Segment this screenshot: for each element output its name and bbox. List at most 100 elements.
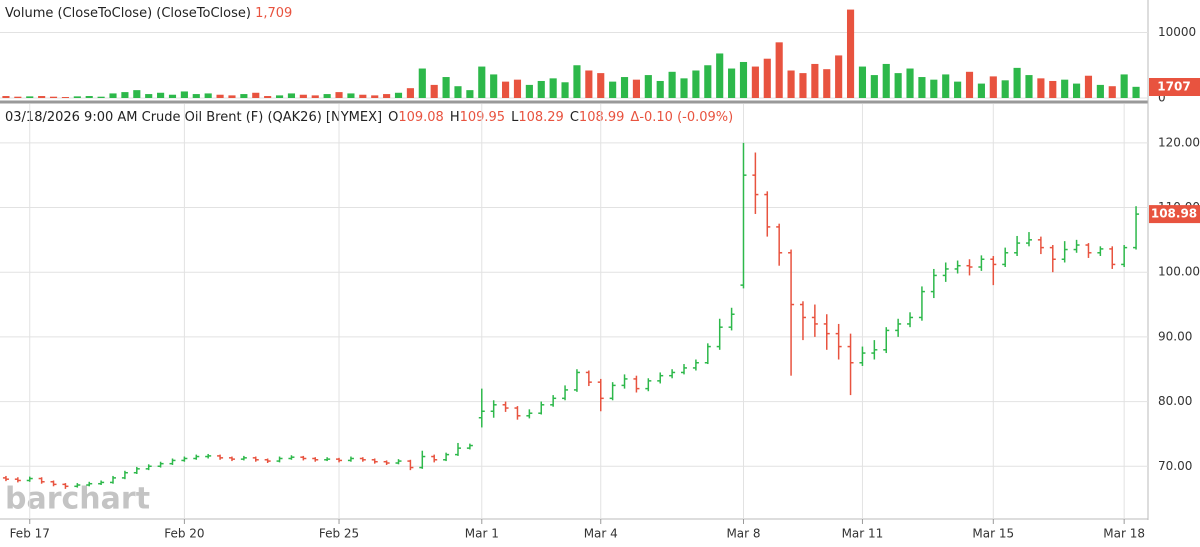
quote-line: 03/18/2026 9:00 AM Crude Oil Brent (F) (… [5, 110, 733, 125]
x-tick-label: Mar 11 [842, 527, 884, 541]
volume-bar [61, 97, 69, 98]
field-key: L [511, 110, 519, 125]
volume-bar [371, 95, 379, 98]
x-tick-label: Mar 18 [1103, 527, 1145, 541]
volume-bar [14, 96, 22, 98]
volume-bar [252, 92, 260, 98]
volume-bar [264, 96, 272, 98]
volume-bar [347, 93, 355, 98]
volume-bar [323, 94, 331, 98]
field-key: H [450, 110, 460, 125]
volume-bar [275, 95, 284, 98]
field-value: 108.29 [518, 110, 564, 125]
volume-name: Volume (CloseToClose) (CloseToClose) [5, 6, 251, 21]
x-tick-label: Mar 4 [584, 527, 618, 541]
volume-bar [26, 96, 34, 98]
volume-bar [168, 94, 177, 98]
volume-bar [1084, 75, 1093, 98]
volume-bar [894, 73, 902, 98]
volume-bar [145, 94, 153, 98]
volume-last-badge: 1707 [1157, 80, 1190, 94]
volume-bar [85, 96, 93, 98]
volume-bar [335, 92, 343, 98]
x-tick-label: Feb 17 [10, 527, 50, 541]
volume-bar [1108, 86, 1116, 98]
volume-bar [1061, 79, 1069, 98]
volume-bar [561, 82, 569, 98]
volume-bar [846, 9, 855, 99]
volume-bar [656, 80, 664, 98]
volume-bar [406, 88, 414, 98]
volume-bar [728, 68, 736, 98]
volume-title: Volume (CloseToClose) (CloseToClose) 1,7… [5, 6, 292, 21]
volume-bar [1132, 86, 1140, 98]
volume-bar [109, 93, 117, 98]
y-tick-label: 70.00 [1158, 459, 1192, 473]
volume-bar [1073, 83, 1081, 98]
volume-bar [2, 96, 10, 98]
volume-bar [73, 96, 81, 98]
volume-bar [739, 61, 748, 98]
volume-bar [383, 94, 391, 98]
x-tick-label: Feb 20 [164, 527, 204, 541]
field-value: 109.95 [460, 110, 506, 125]
volume-bar [1037, 78, 1045, 98]
volume-bar [192, 94, 200, 98]
volume-bar [478, 66, 486, 98]
volume-bar [418, 68, 426, 98]
x-tick-label: Mar 15 [972, 527, 1014, 541]
volume-bar [97, 96, 105, 98]
volume-bar [775, 42, 783, 98]
change: Δ-0.10 (-0.09%) [630, 110, 733, 125]
volume-bar [692, 70, 700, 98]
volume-bar [585, 70, 593, 98]
volume-bar [799, 73, 807, 98]
volume-bar [1049, 80, 1057, 98]
volume-bar [620, 77, 629, 98]
volume-bar [763, 58, 771, 98]
volume-bar [680, 78, 688, 98]
volume-bar [787, 70, 795, 98]
volume-bar [466, 90, 474, 98]
volume-bar [537, 80, 545, 98]
volume-bar [525, 84, 533, 98]
volume-bar [513, 79, 522, 98]
price-last-badge: 108.98 [1151, 207, 1197, 221]
field-key: O [388, 110, 398, 125]
volume-bar [287, 93, 296, 98]
volume-bar [597, 73, 605, 98]
field-value: 109.08 [398, 110, 444, 125]
volume-bar [442, 77, 450, 98]
volume-bar [311, 95, 319, 98]
volume-bar [751, 66, 759, 98]
volume-bar [573, 65, 581, 98]
volume-last: 1,709 [255, 6, 292, 21]
x-tick-label: Mar 8 [726, 527, 760, 541]
volume-bar [644, 75, 652, 98]
volume-bar [454, 86, 462, 98]
volume-bar [216, 94, 224, 98]
volume-bar [204, 93, 212, 98]
volume-bar [38, 96, 46, 98]
volume-bar [811, 63, 819, 98]
volume-bar [359, 94, 367, 98]
volume-bar [240, 94, 248, 98]
volume-bar [954, 81, 962, 98]
x-tick-label: Mar 1 [465, 527, 499, 541]
volume-bar [1096, 84, 1104, 98]
volume-bar [918, 77, 926, 98]
field-key: C [570, 110, 579, 125]
y-tick-label: 120.00 [1158, 135, 1200, 149]
volume-bar [1120, 74, 1128, 98]
volume-bar [632, 79, 640, 98]
volume-bar [490, 74, 498, 98]
volume-bar [1001, 80, 1009, 98]
y-tick-label: 80.00 [1158, 394, 1192, 408]
volume-bar [180, 91, 188, 98]
volume-last-badge-box [1149, 78, 1200, 96]
volume-bar [299, 94, 307, 98]
volume-bar [906, 68, 914, 98]
volume-bar [228, 95, 236, 98]
volume-bar [716, 53, 724, 98]
volume-bar [704, 65, 712, 98]
